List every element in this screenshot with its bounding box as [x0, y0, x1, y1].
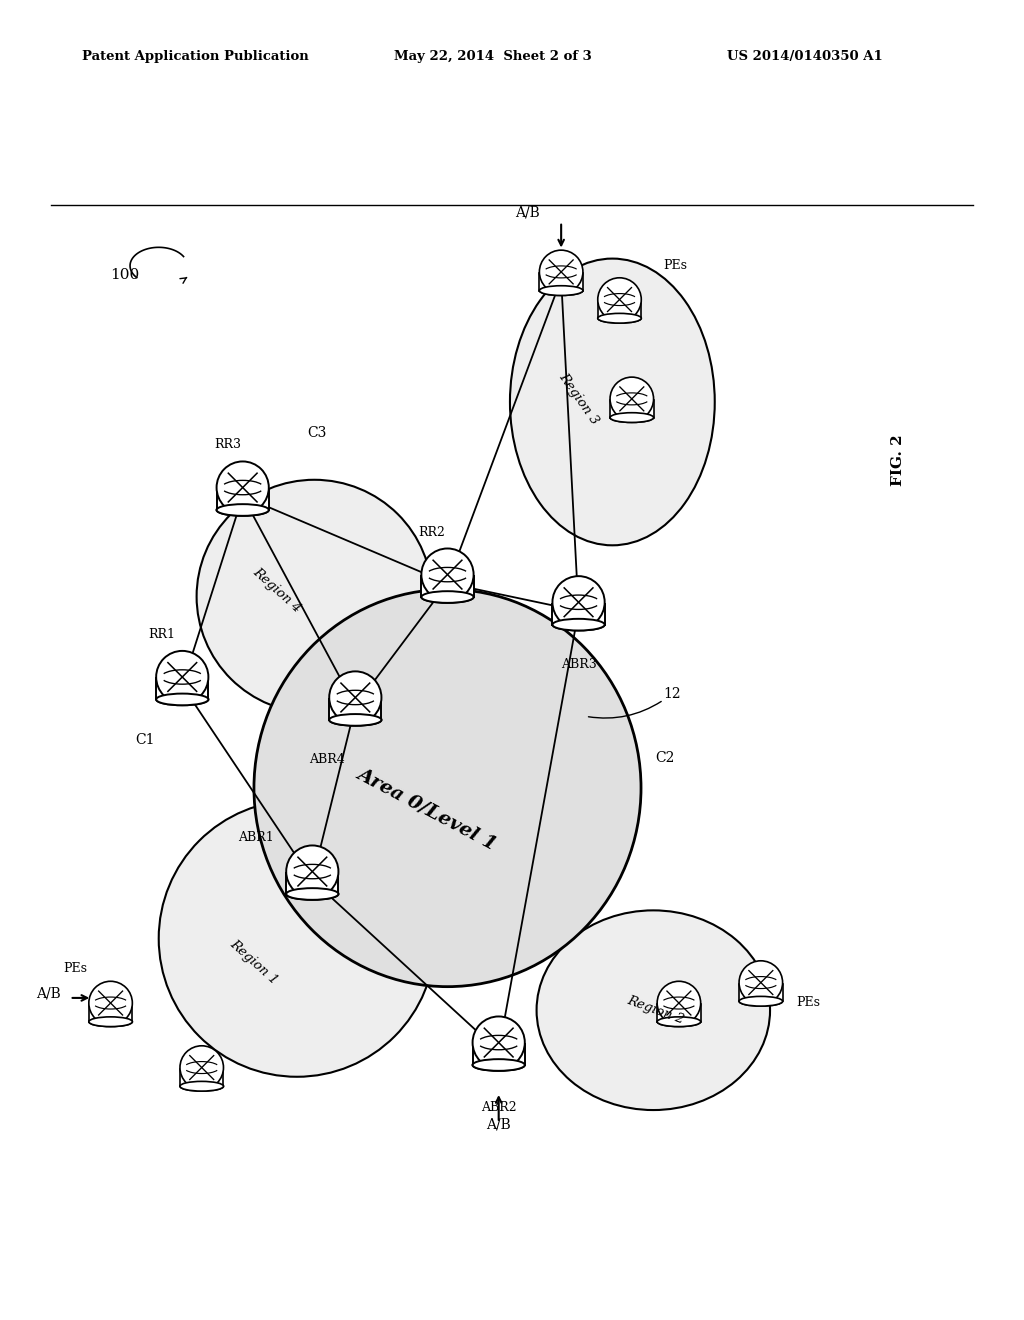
Ellipse shape [89, 1016, 132, 1027]
Ellipse shape [657, 1016, 700, 1027]
Circle shape [540, 251, 583, 293]
Circle shape [739, 961, 782, 1005]
Text: Region 2: Region 2 [625, 994, 686, 1027]
Ellipse shape [156, 693, 209, 705]
Text: PEs: PEs [797, 997, 820, 1008]
Text: Patent Application Publication: Patent Application Publication [82, 50, 308, 63]
Circle shape [329, 672, 381, 723]
Bar [286, 873, 338, 894]
Circle shape [217, 462, 268, 513]
Text: Area 0/Level 1: Area 0/Level 1 [354, 764, 500, 853]
Ellipse shape [553, 619, 604, 631]
Ellipse shape [89, 1016, 132, 1027]
Text: RR1: RR1 [148, 628, 175, 642]
Ellipse shape [610, 413, 653, 422]
Ellipse shape [598, 313, 641, 323]
Text: C2: C2 [655, 751, 675, 766]
Circle shape [422, 549, 473, 601]
Text: PEs: PEs [664, 259, 687, 272]
Ellipse shape [739, 997, 782, 1006]
Ellipse shape [329, 714, 381, 726]
Text: FIG. 2: FIG. 2 [891, 434, 905, 486]
Bar [217, 488, 268, 510]
Ellipse shape [739, 997, 782, 1006]
Circle shape [657, 981, 700, 1024]
Circle shape [180, 1045, 223, 1089]
Ellipse shape [254, 589, 641, 986]
Bar [156, 678, 209, 700]
Ellipse shape [286, 888, 338, 900]
Circle shape [286, 845, 338, 898]
Circle shape [472, 1016, 524, 1069]
Text: A/B: A/B [36, 987, 60, 1001]
Ellipse shape [156, 693, 209, 705]
Ellipse shape [598, 313, 641, 323]
Bar [180, 1069, 223, 1086]
Ellipse shape [657, 1016, 700, 1027]
Ellipse shape [180, 1081, 223, 1092]
Text: Region 3: Region 3 [556, 371, 601, 428]
Text: ABR3: ABR3 [561, 657, 596, 671]
Ellipse shape [540, 285, 583, 296]
Ellipse shape [540, 285, 583, 296]
Bar [657, 1005, 700, 1022]
Ellipse shape [217, 504, 268, 516]
Text: A/B: A/B [486, 1118, 511, 1133]
Text: ABR1: ABR1 [239, 830, 273, 843]
Ellipse shape [422, 591, 473, 603]
Text: 100: 100 [111, 268, 140, 282]
Ellipse shape [472, 1059, 524, 1071]
Text: PEs: PEs [63, 962, 88, 975]
Ellipse shape [510, 259, 715, 545]
Text: Region 1: Region 1 [227, 937, 281, 987]
Text: ABR4: ABR4 [309, 752, 344, 766]
Ellipse shape [180, 1081, 223, 1092]
Bar [540, 273, 583, 290]
Ellipse shape [197, 479, 432, 713]
Ellipse shape [422, 591, 473, 603]
Ellipse shape [217, 504, 268, 516]
Bar [472, 1044, 524, 1065]
Text: A/B: A/B [515, 206, 540, 219]
Bar [329, 698, 381, 719]
Bar [553, 603, 604, 624]
Text: C1: C1 [135, 733, 155, 747]
Ellipse shape [610, 413, 653, 422]
Text: ABR2: ABR2 [481, 1101, 516, 1114]
Bar [739, 983, 782, 1002]
Circle shape [553, 576, 604, 628]
Text: US 2014/0140350 A1: US 2014/0140350 A1 [727, 50, 883, 63]
Ellipse shape [472, 1059, 524, 1071]
Bar [422, 576, 473, 597]
Ellipse shape [553, 619, 604, 631]
Ellipse shape [329, 714, 381, 726]
Bar [598, 301, 641, 318]
Bar [89, 1005, 132, 1022]
Circle shape [610, 378, 653, 421]
Text: RR2: RR2 [419, 525, 445, 539]
Ellipse shape [286, 888, 338, 900]
Text: 12: 12 [664, 686, 681, 701]
Ellipse shape [537, 911, 770, 1110]
Text: May 22, 2014  Sheet 2 of 3: May 22, 2014 Sheet 2 of 3 [394, 50, 592, 63]
Circle shape [89, 981, 132, 1024]
Text: Region 4: Region 4 [250, 565, 303, 615]
Text: C3: C3 [307, 426, 327, 440]
Circle shape [156, 651, 209, 704]
Bar [610, 400, 653, 417]
Ellipse shape [159, 800, 435, 1077]
Text: RR3: RR3 [214, 438, 241, 451]
Circle shape [598, 277, 641, 321]
